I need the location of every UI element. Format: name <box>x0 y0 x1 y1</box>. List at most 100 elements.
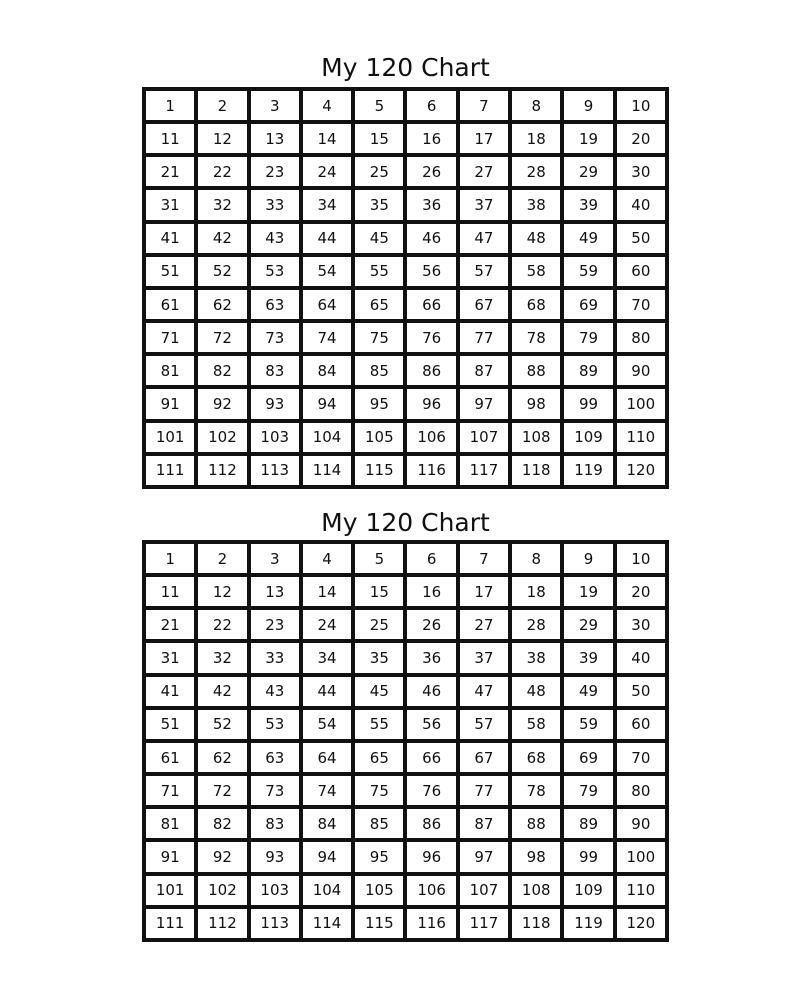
grid-cell: 98 <box>508 838 565 876</box>
grid-cell: 27 <box>455 153 513 191</box>
grid-cell: 30 <box>612 606 670 644</box>
grid-cell: 93 <box>246 385 303 423</box>
grid-cell: 40 <box>612 186 670 224</box>
grid-cell: 117 <box>455 451 513 490</box>
grid-cell: 68 <box>508 738 565 777</box>
grid-cell: 45 <box>351 219 408 257</box>
grid-cell: 92 <box>194 385 251 423</box>
grid-cell: 17 <box>455 120 513 158</box>
grid-cell: 13 <box>246 120 303 158</box>
grid-cell: 86 <box>403 352 460 390</box>
grid-cell: 80 <box>612 772 670 810</box>
grid-cell: 118 <box>508 904 565 943</box>
grid-cell: 38 <box>508 186 565 224</box>
grid-cell: 44 <box>298 672 356 710</box>
grid-cell: 59 <box>560 705 617 743</box>
grid-cell: 57 <box>455 705 513 743</box>
grid-row: 61 62 63 64 65 66 67 68 69 70 <box>141 285 670 324</box>
grid-cell: 14 <box>298 573 356 611</box>
number-grid: 1 2 3 4 5 6 7 8 9 10 11 12 13 14 15 16 17 18 19 20 21 22 23 24 2… <box>141 539 670 943</box>
grid-cell: 77 <box>455 772 513 810</box>
grid-cell: 84 <box>298 352 356 390</box>
grid-cell: 64 <box>298 285 356 324</box>
grid-cell: 65 <box>351 738 408 777</box>
grid-cell: 40 <box>612 639 670 677</box>
grid-cell: 53 <box>246 705 303 743</box>
grid-cell: 19 <box>560 573 617 611</box>
grid-cell: 64 <box>298 738 356 777</box>
grid-cell: 82 <box>194 805 251 843</box>
grid-cell: 53 <box>246 252 303 290</box>
grid-cell: 88 <box>508 805 565 843</box>
grid-cell: 35 <box>351 639 408 677</box>
grid-cell: 60 <box>612 252 670 290</box>
grid-cell: 47 <box>455 219 513 257</box>
grid-cell: 15 <box>351 573 408 611</box>
grid-cell: 101 <box>141 871 199 909</box>
grid-row: 111 112 113 114 115 116 117 118 119 120 <box>141 451 670 490</box>
grid-cell: 114 <box>298 451 356 490</box>
grid-cell: 96 <box>403 838 460 876</box>
grid-cell: 23 <box>246 153 303 191</box>
grid-cell: 36 <box>403 639 460 677</box>
grid-cell: 41 <box>141 219 199 257</box>
grid-cell: 63 <box>246 285 303 324</box>
grid-cell: 12 <box>194 573 251 611</box>
grid-cell: 106 <box>403 871 460 909</box>
grid-cell: 51 <box>141 705 199 743</box>
grid-cell: 102 <box>194 871 251 909</box>
grid-cell: 63 <box>246 738 303 777</box>
grid-cell: 94 <box>298 385 356 423</box>
grid-cell: 81 <box>141 805 199 843</box>
grid-cell: 31 <box>141 186 199 224</box>
grid-cell: 9 <box>560 86 617 125</box>
grid-cell: 27 <box>455 606 513 644</box>
grid-row: 111 112 113 114 115 116 117 118 119 120 <box>141 904 670 943</box>
grid-cell: 117 <box>455 904 513 943</box>
grid-cell: 24 <box>298 606 356 644</box>
grid-cell: 55 <box>351 705 408 743</box>
grid-cell: 98 <box>508 385 565 423</box>
grid-cell: 43 <box>246 672 303 710</box>
grid-cell: 89 <box>560 352 617 390</box>
grid-cell: 79 <box>560 319 617 357</box>
grid-row: 61 62 63 64 65 66 67 68 69 70 <box>141 738 670 777</box>
grid-cell: 73 <box>246 319 303 357</box>
grid-cell: 8 <box>508 539 565 578</box>
grid-cell: 42 <box>194 672 251 710</box>
grid-cell: 113 <box>246 451 303 490</box>
grid-cell: 34 <box>298 639 356 677</box>
grid-cell: 38 <box>508 639 565 677</box>
grid-cell: 33 <box>246 639 303 677</box>
grid-cell: 29 <box>560 153 617 191</box>
grid-cell: 46 <box>403 219 460 257</box>
grid-cell: 15 <box>351 120 408 158</box>
grid-cell: 19 <box>560 120 617 158</box>
grid-cell: 50 <box>612 672 670 710</box>
grid-cell: 91 <box>141 838 199 876</box>
grid-cell: 28 <box>508 606 565 644</box>
grid-cell: 25 <box>351 153 408 191</box>
grid-row: 31 32 33 34 35 36 37 38 39 40 <box>141 639 670 677</box>
grid-cell: 62 <box>194 738 251 777</box>
grid-cell: 94 <box>298 838 356 876</box>
grid-cell: 65 <box>351 285 408 324</box>
grid-cell: 39 <box>560 639 617 677</box>
grid-cell: 116 <box>403 904 460 943</box>
grid-cell: 7 <box>455 86 513 125</box>
grid-cell: 48 <box>508 219 565 257</box>
grid-cell: 34 <box>298 186 356 224</box>
grid-cell: 80 <box>612 319 670 357</box>
grid-cell: 120 <box>612 451 670 490</box>
grid-cell: 100 <box>612 385 670 423</box>
grid-cell: 77 <box>455 319 513 357</box>
grid-cell: 101 <box>141 418 199 456</box>
grid-cell: 60 <box>612 705 670 743</box>
grid-cell: 108 <box>508 871 565 909</box>
grid-cell: 113 <box>246 904 303 943</box>
grid-cell: 21 <box>141 153 199 191</box>
grid-row: 91 92 93 94 95 96 97 98 99 100 <box>141 838 670 876</box>
grid-cell: 95 <box>351 385 408 423</box>
grid-cell: 1 <box>141 86 199 125</box>
grid-cell: 55 <box>351 252 408 290</box>
